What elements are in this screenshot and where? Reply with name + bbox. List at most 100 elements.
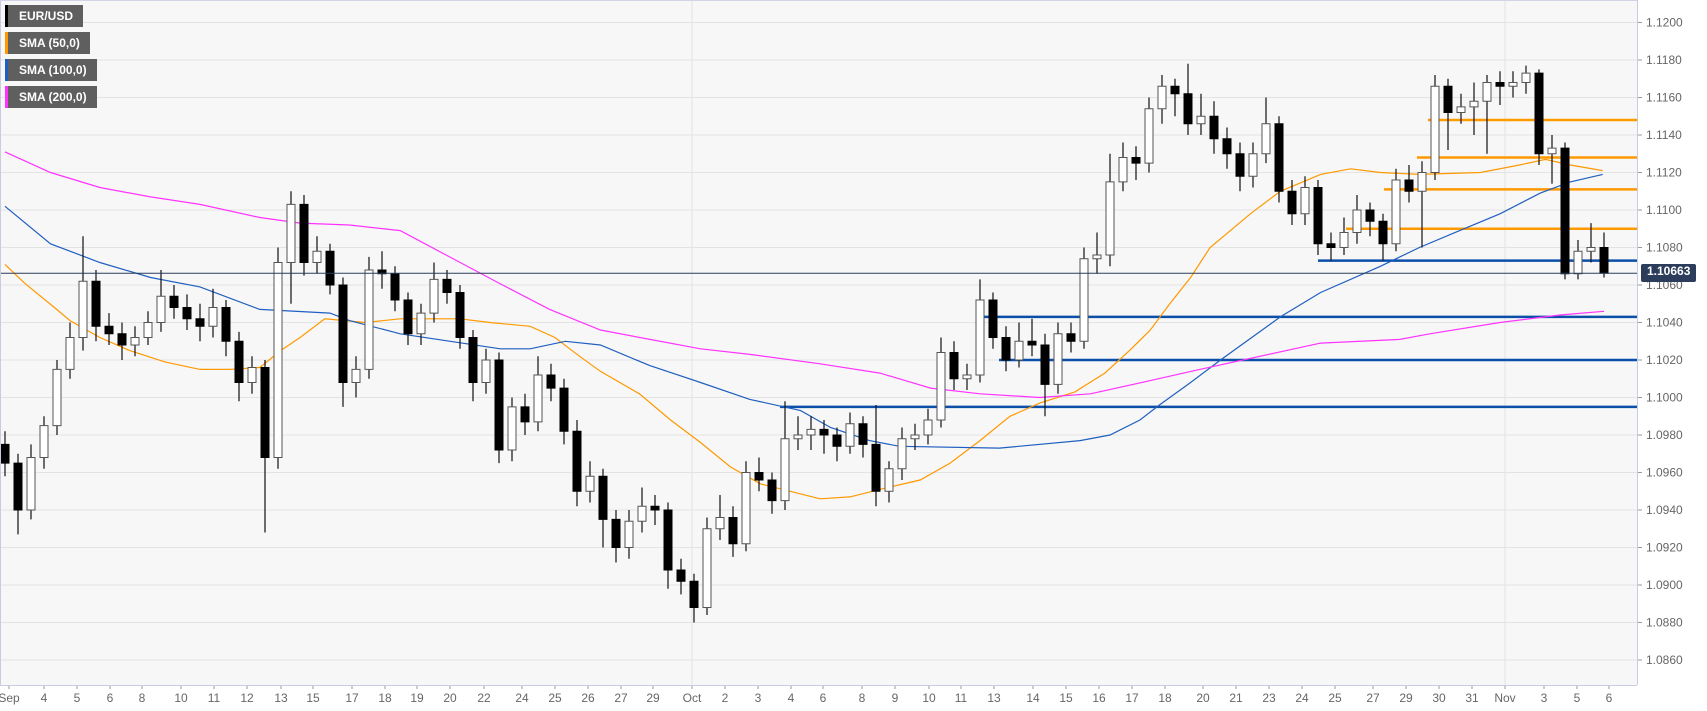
legend-item-sma200[interactable]: SMA (200,0)	[5, 86, 97, 108]
x-tick-label: 29	[1399, 691, 1413, 705]
candle-body	[611, 518, 621, 548]
candle	[1508, 71, 1518, 98]
x-tick-label: 15	[306, 691, 320, 705]
x-tick-label: 23	[1262, 691, 1276, 705]
candle-body	[247, 367, 257, 383]
candle	[78, 236, 88, 351]
candle-body	[546, 374, 556, 389]
candle-body	[117, 333, 127, 346]
legend-item-eurusd[interactable]: EUR/USD	[5, 5, 84, 27]
legend-swatch	[5, 59, 8, 81]
candle-body	[377, 269, 387, 275]
candle-body	[1261, 123, 1271, 155]
candle	[39, 416, 49, 469]
candle	[1287, 180, 1297, 225]
y-tick-label: 1.0920	[1646, 541, 1683, 555]
candle	[1040, 333, 1050, 417]
x-tick-label: 4	[788, 691, 795, 705]
candle	[65, 322, 75, 379]
candle	[1027, 318, 1037, 357]
candle-body	[1534, 72, 1544, 155]
candle	[247, 356, 257, 394]
candle	[559, 378, 569, 445]
candle	[1222, 127, 1232, 169]
candle	[1482, 75, 1492, 154]
candle	[572, 420, 582, 507]
y-tick-label: 1.0900	[1646, 578, 1683, 592]
y-tick-label: 1.1180	[1646, 53, 1682, 67]
candle-body	[1001, 337, 1011, 361]
candle	[728, 506, 738, 557]
x-tick-label: 24	[1295, 691, 1309, 705]
candle-body	[1287, 190, 1297, 215]
candle	[156, 270, 166, 332]
candle-body	[858, 423, 868, 445]
sma-line	[4, 151, 1605, 399]
candle-body	[767, 479, 777, 502]
candle-body	[39, 425, 49, 458]
x-tick-label: 13	[987, 691, 1001, 705]
candle-body	[1404, 179, 1414, 192]
x-tick-label: 16	[1092, 691, 1106, 705]
y-tick-label: 1.0980	[1646, 428, 1683, 442]
candle-body	[403, 299, 413, 335]
candle	[923, 408, 933, 445]
candle-body	[845, 423, 855, 447]
candle	[1066, 322, 1076, 353]
x-tick-label: 22	[477, 691, 491, 705]
candle-body	[884, 468, 894, 492]
legend-item-sma50[interactable]: SMA (50,0)	[5, 32, 90, 54]
x-tick-label: 11	[955, 691, 968, 705]
candle-body	[351, 368, 361, 383]
candle	[1469, 82, 1479, 135]
x-tick-label: 10	[922, 691, 936, 705]
candle	[429, 262, 439, 323]
candle	[767, 472, 777, 514]
candle	[546, 363, 556, 402]
candle-body	[286, 203, 296, 263]
candle-body	[104, 325, 114, 335]
legend: EUR/USD SMA (50,0) SMA (100,0) SMA (200,…	[5, 5, 97, 113]
candle-body	[1482, 82, 1492, 102]
candle-body	[364, 269, 374, 370]
x-tick-label: 27	[614, 691, 628, 705]
x-tick-label: 5	[1574, 691, 1581, 705]
candle	[26, 444, 36, 520]
candle	[312, 236, 322, 274]
candle-body	[1105, 181, 1115, 256]
x-tick-label: 15	[1059, 691, 1073, 705]
candle	[1183, 63, 1193, 135]
candle	[377, 251, 387, 289]
candle	[1378, 213, 1388, 261]
candle-body	[676, 569, 686, 582]
candle-body	[299, 203, 309, 263]
candle	[962, 363, 972, 390]
x-tick-label: Sep	[0, 691, 20, 705]
candle	[1105, 153, 1115, 267]
candle-body	[897, 438, 907, 470]
candle	[208, 288, 218, 338]
x-tick-label: 11	[208, 691, 221, 705]
candle-body	[1469, 100, 1479, 108]
candle-body	[156, 295, 166, 323]
candle-body	[624, 520, 634, 548]
x-tick-label: 3	[755, 691, 762, 705]
candle-body	[455, 292, 465, 338]
y-tick-label: 1.1000	[1646, 391, 1683, 405]
candle-body	[1339, 232, 1349, 248]
candle	[494, 352, 504, 464]
candle	[1001, 326, 1011, 372]
candle	[1235, 142, 1245, 192]
candle	[1586, 223, 1596, 263]
candle	[1144, 97, 1154, 173]
candle	[806, 416, 816, 450]
x-tick-label: 24	[515, 691, 529, 705]
candle-body	[481, 359, 491, 383]
candle-body	[1378, 220, 1388, 245]
candle	[273, 247, 283, 469]
legend-item-sma100[interactable]: SMA (100,0)	[5, 59, 97, 81]
candle-body	[1443, 85, 1453, 113]
candle	[1534, 69, 1544, 165]
candle	[780, 401, 790, 510]
